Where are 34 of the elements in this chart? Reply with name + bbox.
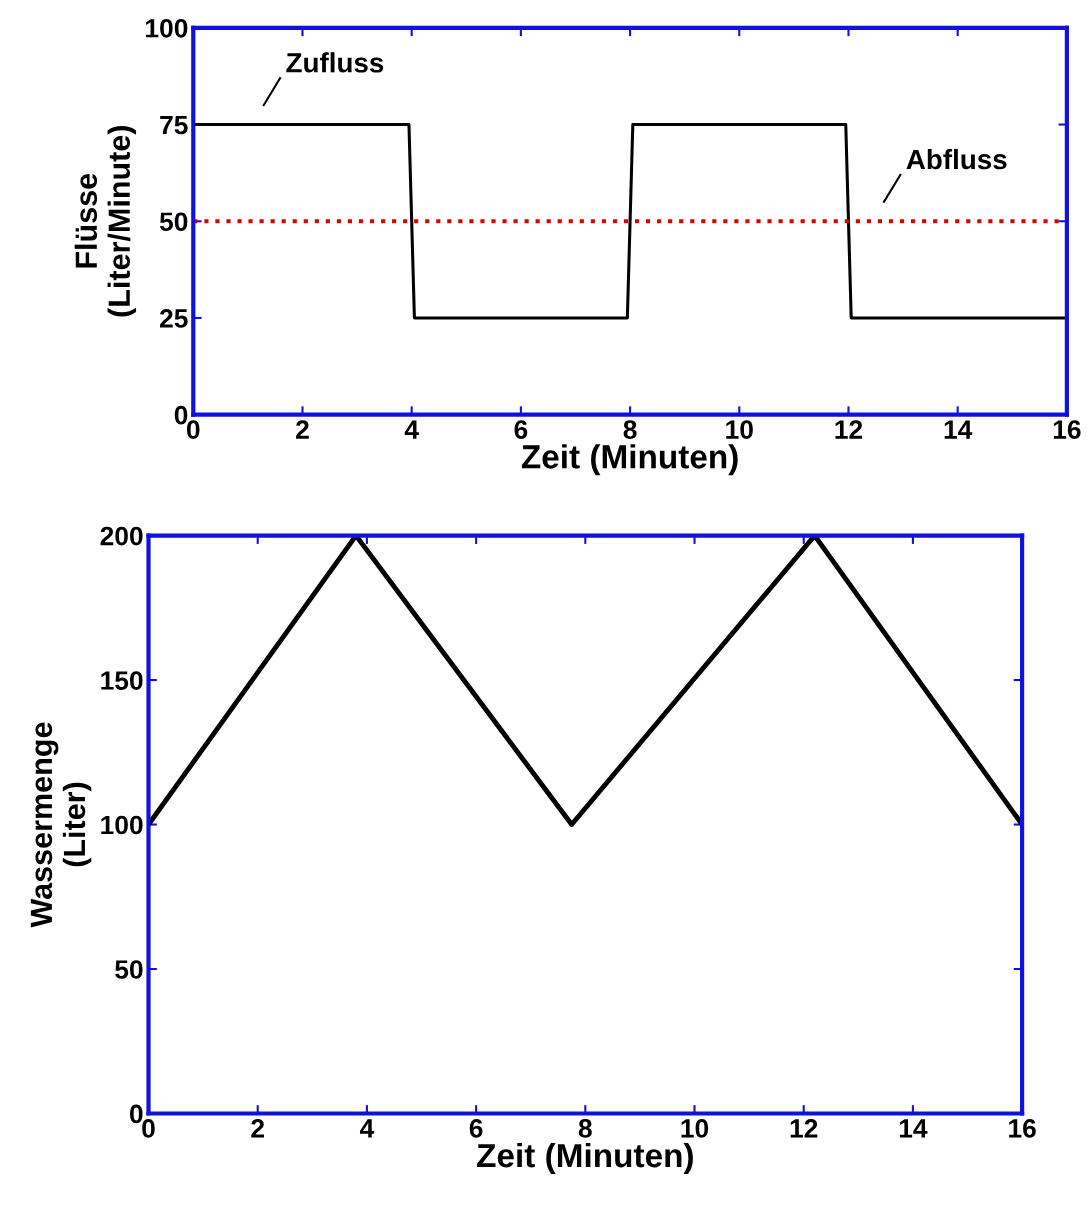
y-tick-label: 0 (130, 1104, 143, 1124)
y-tick-label: 0 (174, 405, 188, 425)
x-tick-label: 10 (726, 420, 753, 439)
x-tick-label: 6 (469, 1119, 483, 1138)
x-tick-label: 14 (899, 1119, 928, 1138)
x-tick-label: 10 (681, 1119, 709, 1138)
y-axis-title: Wassermenge (Liter) (30, 722, 92, 928)
x-tick-label: 4 (404, 420, 419, 439)
y-axis-title: Flüsse (Liter/Minute) (74, 126, 137, 317)
x-tick-label: 0 (186, 420, 200, 439)
x-tick-label: 0 (142, 1119, 155, 1138)
x-tick-label: 16 (1053, 420, 1081, 439)
x-tick-label: 16 (1009, 1119, 1036, 1138)
y-tick-label: 25 (159, 309, 188, 328)
y-tick-label: 75 (160, 115, 188, 135)
y-tick-label: 200 (100, 526, 143, 546)
x-tick-label: 4 (359, 1119, 375, 1138)
y-tick-label: 150 (101, 671, 143, 690)
x-tick-label: 14 (944, 420, 973, 439)
x-tick-label: 2 (296, 420, 309, 439)
x-tick-label: 6 (514, 420, 528, 439)
y-tick-label: 50 (159, 212, 188, 232)
x-tick-label: 12 (835, 420, 863, 439)
y-tick-label: 100 (101, 815, 143, 835)
x-tick-label: 2 (251, 1119, 264, 1138)
x-tick-label: 8 (623, 420, 637, 439)
series-label: Zufluss (286, 52, 384, 73)
y-tick-label: 50 (115, 960, 143, 979)
x-axis-title: Zeit (Minuten) (521, 444, 738, 476)
y-tick-label: 100 (146, 18, 188, 38)
x-tick-label: 8 (578, 1119, 592, 1138)
x-tick-label: 12 (790, 1119, 818, 1138)
x-axis-title: Zeit (Minuten) (477, 1142, 693, 1175)
series-label: Abfluss (906, 148, 1007, 170)
